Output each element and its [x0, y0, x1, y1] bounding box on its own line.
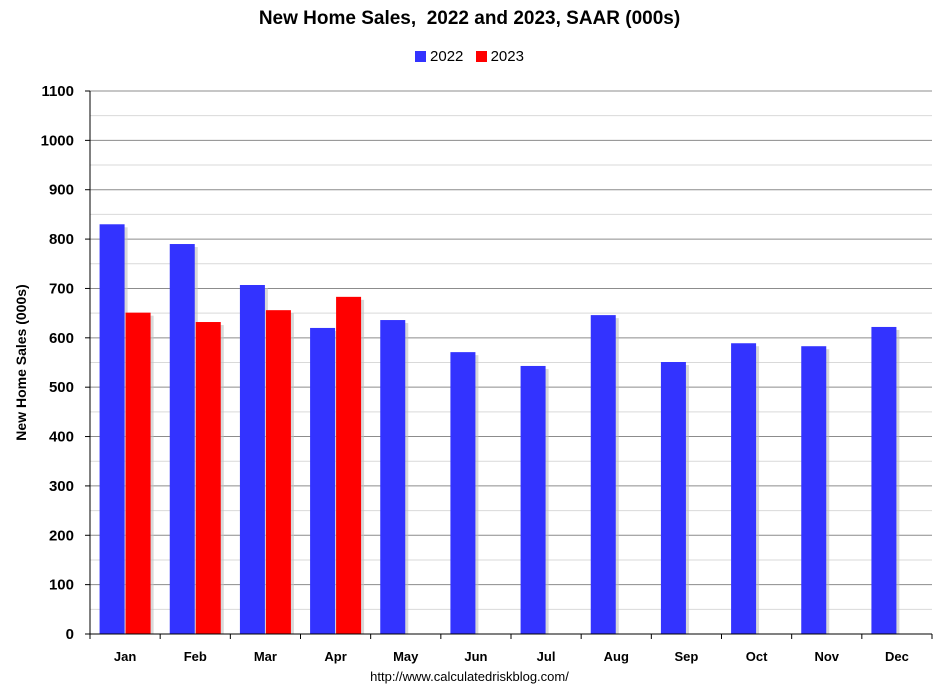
x-tick-label: Jan: [114, 649, 136, 664]
y-tick-label: 600: [49, 330, 74, 347]
y-tick-label: 800: [49, 231, 74, 248]
y-tick-label: 1100: [41, 83, 74, 100]
x-tick-label: Aug: [604, 649, 629, 664]
bar-2022-apr: [310, 327, 336, 634]
legend-item-2022: 2022: [415, 48, 463, 65]
x-tick-label: Nov: [814, 649, 839, 664]
y-tick-label: 200: [49, 527, 74, 544]
bar-2022-feb: [169, 244, 195, 634]
bar-2022-jan: [99, 224, 125, 635]
x-tick-label: Jul: [537, 649, 556, 664]
bar-2023-jan: [125, 312, 151, 634]
x-tick-label: Oct: [746, 649, 768, 664]
legend-label-2022: 2022: [430, 48, 464, 65]
bar-2022-nov: [801, 346, 827, 634]
source-url: http://www.calculatedriskblog.com/: [370, 669, 569, 684]
bar-2022-jul: [520, 365, 546, 634]
y-tick-label: 500: [49, 379, 74, 396]
legend-swatch-2023: [475, 51, 487, 62]
bar-2023-apr: [336, 296, 362, 634]
bar-2023-feb: [195, 322, 221, 634]
legend-label-2023: 2023: [490, 48, 524, 65]
bar-2022-mar: [239, 284, 265, 634]
bar-2022-jun: [450, 352, 476, 634]
y-tick-label: 300: [49, 478, 74, 495]
bar-2022-sep: [660, 362, 686, 634]
legend-swatch-2022: [415, 51, 427, 62]
y-tick-label: 900: [49, 182, 74, 199]
y-tick-label: 700: [49, 280, 74, 297]
x-tick-label: May: [393, 649, 419, 664]
legend-item-2023: 2023: [475, 48, 524, 65]
y-tick-label: 0: [66, 626, 74, 643]
bar-2022-oct: [731, 343, 757, 634]
legend: 2022 2023: [0, 48, 939, 66]
y-tick-label: 100: [49, 577, 74, 594]
y-tick-label: 400: [49, 429, 74, 446]
y-tick-label: 1000: [41, 132, 74, 149]
x-tick-label: Sep: [674, 649, 698, 664]
bar-2022-aug: [590, 315, 616, 634]
x-tick-label: Dec: [885, 649, 909, 664]
bar-2023-mar: [265, 310, 291, 634]
bar-2022-may: [380, 320, 406, 634]
x-tick-label: Mar: [254, 649, 277, 664]
x-tick-label: Jun: [464, 649, 487, 664]
y-axis-label: New Home Sales (000s): [13, 284, 29, 440]
x-tick-label: Apr: [324, 649, 346, 664]
bar-2022-dec: [871, 326, 897, 634]
x-tick-label: Feb: [184, 649, 207, 664]
chart-title: New Home Sales, 2022 and 2023, SAAR (000…: [258, 8, 681, 29]
